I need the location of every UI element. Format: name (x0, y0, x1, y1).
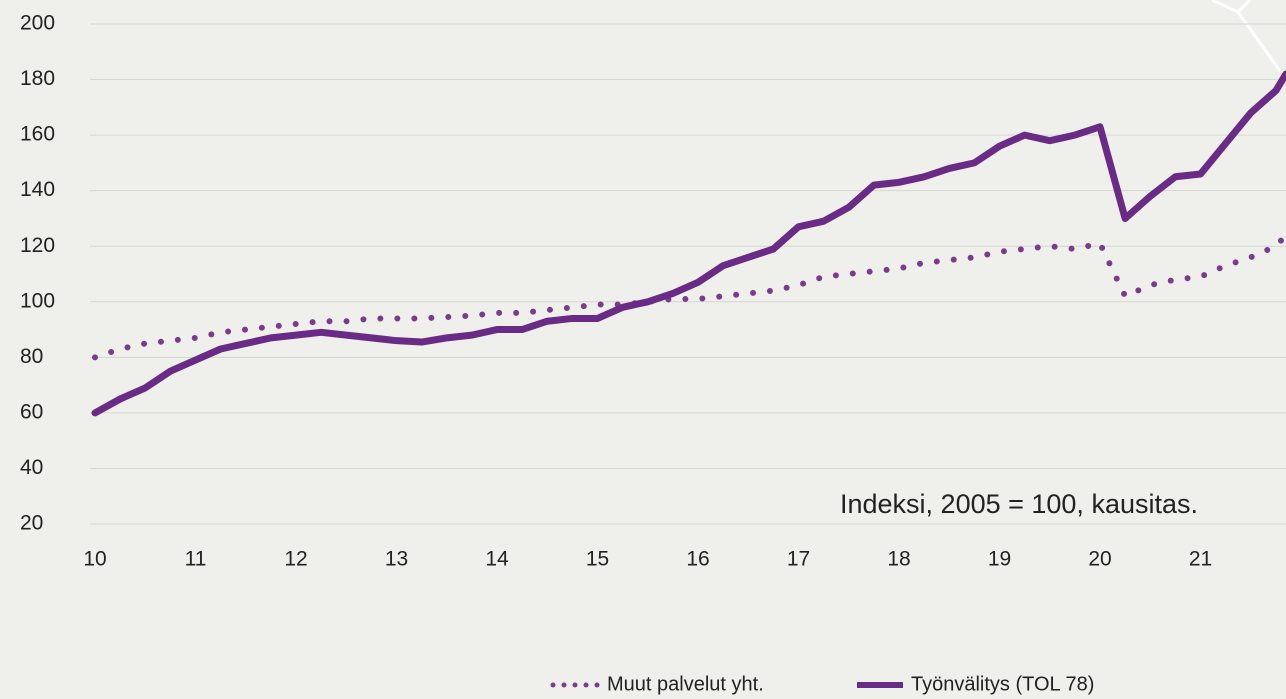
series-line (91, 70, 1286, 417)
x-tick-label: 14 (485, 548, 509, 571)
x-tick-label: 12 (284, 548, 307, 571)
decor-arrow (1236, 0, 1252, 14)
x-tick-label: 13 (385, 548, 408, 571)
x-tick-label: 16 (686, 548, 709, 571)
y-tick-label: 160 (20, 123, 55, 146)
x-tick-label: 19 (988, 548, 1011, 571)
y-tick-label: 200 (20, 12, 55, 35)
y-tick-label: 60 (20, 400, 43, 423)
x-tick-label: 15 (586, 548, 609, 571)
x-tick-label: 17 (787, 548, 810, 571)
y-tick-label: 140 (20, 178, 55, 201)
y-tick-label: 100 (20, 289, 55, 312)
x-tick-label: 18 (887, 548, 910, 571)
x-tick-label: 10 (83, 548, 106, 571)
legend-label: Muut palvelut yht. (607, 673, 764, 695)
annotation: Indeksi, 2005 = 100, kausitas. (840, 489, 1198, 519)
y-tick-label: 80 (20, 345, 43, 368)
x-tick-label: 21 (1189, 548, 1212, 571)
decor-arrow (1211, 0, 1286, 82)
x-tick-label: 20 (1088, 548, 1111, 571)
y-tick-label: 20 (20, 512, 43, 535)
y-tick-label: 180 (20, 67, 55, 90)
legend-label: Työnvälitys (TOL 78) (911, 673, 1094, 695)
x-tick-label: 11 (185, 548, 207, 571)
y-tick-label: 120 (20, 234, 55, 257)
y-tick-label: 40 (20, 456, 43, 479)
series-line (92, 232, 1286, 361)
